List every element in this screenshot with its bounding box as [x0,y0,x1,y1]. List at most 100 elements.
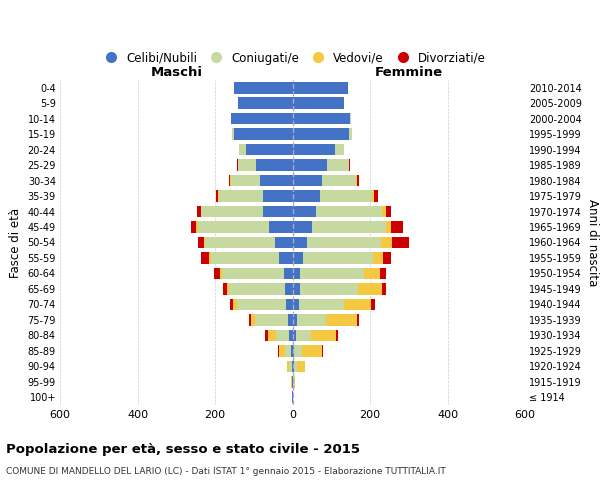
Bar [288,314,293,326]
Bar [293,283,300,294]
Bar [344,298,371,310]
Bar [287,360,289,372]
Bar [312,221,386,233]
Bar [255,314,288,326]
Bar [233,298,237,310]
Bar [256,160,293,171]
Bar [268,330,276,341]
Bar [235,128,293,140]
Bar [216,190,218,202]
Bar [260,175,293,186]
Bar [293,298,299,310]
Bar [373,252,383,264]
Bar [293,345,295,356]
Bar [214,268,220,280]
Bar [300,268,364,280]
Bar [374,190,378,202]
Bar [322,175,356,186]
Bar [372,190,374,202]
Y-axis label: Fasce di età: Fasce di età [9,208,22,278]
Bar [205,236,275,248]
Bar [322,345,323,356]
Bar [197,206,200,218]
Bar [286,298,293,310]
Bar [326,314,357,326]
Bar [293,82,347,94]
Bar [293,221,312,233]
Bar [356,175,357,186]
Bar [293,175,322,186]
Bar [311,330,336,341]
Bar [380,268,386,280]
Bar [235,82,293,94]
Bar [297,360,305,372]
Bar [219,190,263,202]
Bar [302,345,322,356]
Bar [249,314,251,326]
Bar [246,144,293,156]
Bar [289,360,292,372]
Bar [202,206,263,218]
Bar [275,236,293,248]
Y-axis label: Anni di nascita: Anni di nascita [586,199,599,286]
Bar [197,221,269,233]
Bar [293,113,350,124]
Text: Femmine: Femmine [374,66,443,79]
Bar [232,128,235,140]
Text: Maschi: Maschi [150,66,202,79]
Bar [336,330,338,341]
Bar [293,360,297,372]
Bar [382,206,386,218]
Bar [293,144,335,156]
Bar [320,190,372,202]
Bar [299,298,344,310]
Legend: Celibi/Nubili, Coniugati/e, Vedovi/e, Divorziati/e: Celibi/Nubili, Coniugati/e, Vedovi/e, Di… [94,47,491,70]
Text: COMUNE DI MANDELLO DEL LARIO (LC) - Dati ISTAT 1° gennaio 2015 - Elaborazione TU: COMUNE DI MANDELLO DEL LARIO (LC) - Dati… [6,468,446,476]
Bar [349,160,350,171]
Bar [230,298,233,310]
Bar [297,314,326,326]
Bar [304,252,373,264]
Bar [279,345,285,356]
Bar [293,236,307,248]
Bar [251,314,255,326]
Bar [296,330,311,341]
Bar [204,236,205,248]
Bar [238,98,293,109]
Bar [263,190,293,202]
Bar [293,190,320,202]
Bar [392,236,409,248]
Bar [285,283,293,294]
Bar [200,206,202,218]
Bar [293,206,316,218]
Bar [229,175,230,186]
Bar [292,360,293,372]
Bar [357,175,359,186]
Bar [316,206,382,218]
Bar [391,221,403,233]
Bar [290,345,293,356]
Bar [230,113,293,124]
Bar [289,330,293,341]
Bar [364,268,380,280]
Bar [349,128,352,140]
Bar [358,283,382,294]
Bar [278,345,279,356]
Bar [293,160,328,171]
Bar [276,330,289,341]
Bar [371,298,375,310]
Bar [293,252,304,264]
Bar [230,175,260,186]
Bar [223,283,227,294]
Bar [381,236,392,248]
Text: Popolazione per età, sesso e stato civile - 2015: Popolazione per età, sesso e stato civil… [6,442,360,456]
Bar [335,144,344,156]
Bar [265,330,268,341]
Bar [269,221,293,233]
Bar [220,268,222,280]
Bar [386,221,391,233]
Bar [227,283,229,294]
Bar [211,252,279,264]
Bar [328,160,349,171]
Bar [293,376,295,388]
